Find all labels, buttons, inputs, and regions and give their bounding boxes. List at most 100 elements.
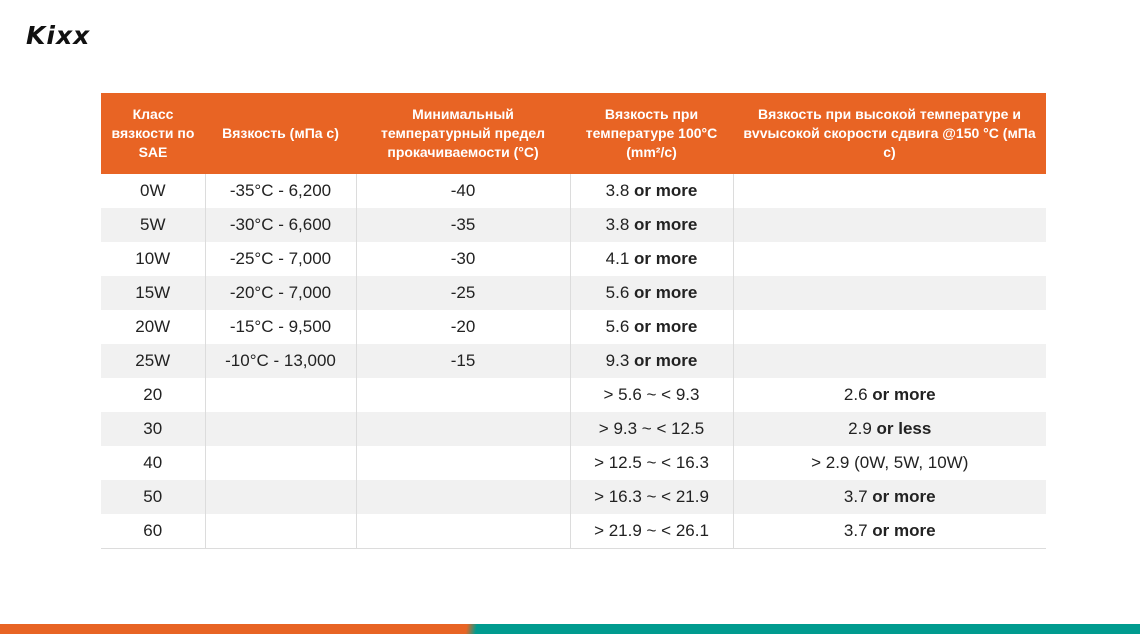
cell-hths — [733, 344, 1046, 378]
table-row: 60 > 21.9 ~ < 26.1 3.7 or more — [101, 514, 1046, 549]
cell-viscosity — [205, 378, 357, 412]
grade-value: 40 — [143, 453, 163, 472]
hths-value: 2.6 — [843, 385, 868, 404]
cell-hths — [733, 174, 1046, 208]
cell-hths — [733, 242, 1046, 276]
sae-viscosity-table: Класс вязкости по SAE Вязкость (мПа с) М… — [101, 93, 1046, 549]
viscosity-value: -30°C - 6,600 — [229, 215, 332, 234]
cell-grade: 40 — [101, 446, 206, 480]
v100-value: 3.8 — [605, 181, 630, 200]
cell-grade: 5W — [101, 208, 206, 242]
header-sae-grade: Класс вязкости по SAE — [101, 93, 205, 174]
hths-value: 2.9 — [848, 419, 872, 438]
cell-viscosity-100c: > 5.6 ~ < 9.3 — [570, 378, 734, 412]
viscosity-value: -25°C - 7,000 — [229, 249, 332, 268]
v100-value: > 9.3 ~ < 12.5 — [598, 419, 705, 438]
cell-grade: 15W — [101, 276, 206, 310]
viscosity-value: -35°C - 6,200 — [229, 181, 332, 200]
cell-viscosity-100c: 9.3 or more — [570, 344, 734, 378]
cell-hths: 2.6 or more — [733, 378, 1046, 412]
min-temp-value: -20 — [450, 317, 476, 336]
hths-suffix: or more — [872, 521, 936, 540]
v100-value: 3.8 — [605, 215, 630, 234]
cell-min-temp: -25 — [356, 276, 571, 310]
cell-hths: 2.9 or less — [733, 412, 1046, 446]
header-hths-viscosity: Вязкость при высокой температуре и вvvыс… — [733, 93, 1046, 174]
viscosity-value: -20°C - 7,000 — [229, 283, 332, 302]
cell-viscosity: -30°C - 6,600 — [205, 208, 357, 242]
cell-grade: 60 — [101, 514, 206, 549]
v100-value: > 12.5 ~ < 16.3 — [594, 453, 709, 472]
table-row: 20W -15°C - 9,500 -20 5.6 or more — [101, 310, 1046, 344]
cell-min-temp — [356, 412, 571, 446]
grade-value: 30 — [143, 419, 163, 438]
min-temp-value: -15 — [450, 351, 476, 370]
table-row: 0W -35°C - 6,200 -40 3.8 or more — [101, 174, 1046, 208]
cell-viscosity-100c: > 16.3 ~ < 21.9 — [570, 480, 734, 514]
min-temp-value: -40 — [450, 181, 476, 200]
cell-grade: 50 — [101, 480, 206, 514]
v100-value: > 21.9 ~ < 26.1 — [594, 521, 709, 540]
cell-min-temp: -20 — [356, 310, 571, 344]
cell-grade: 0W — [101, 174, 206, 208]
table-body: 0W -35°C - 6,200 -40 3.8 or more 5W -30°C - … — [101, 174, 1046, 549]
v100-suffix: or more — [634, 249, 698, 268]
min-temp-value: -35 — [450, 215, 476, 234]
cell-grade: 20 — [101, 378, 206, 412]
cell-viscosity-100c: 4.1 or more — [570, 242, 734, 276]
viscosity-value: -15°C - 9,500 — [229, 317, 332, 336]
table-row: 20 > 5.6 ~ < 9.3 2.6 or more — [101, 378, 1046, 412]
table-row: 10W -25°C - 7,000 -30 4.1 or more — [101, 242, 1046, 276]
cell-min-temp: -40 — [356, 174, 571, 208]
cell-viscosity: -20°C - 7,000 — [205, 276, 357, 310]
cell-hths — [733, 310, 1046, 344]
v100-suffix: or more — [634, 317, 698, 336]
hths-value: > 2.9 (0W, 5W, 10W) — [811, 453, 969, 472]
v100-suffix: or more — [634, 215, 698, 234]
cell-viscosity-100c: 3.8 or more — [570, 208, 734, 242]
v100-suffix: or more — [634, 351, 698, 370]
v100-value: > 5.6 ~ < 9.3 — [603, 385, 700, 404]
cell-min-temp — [356, 446, 571, 480]
cell-viscosity: -10°C - 13,000 — [205, 344, 357, 378]
grade-value: 50 — [143, 487, 163, 506]
cell-viscosity-100c: > 21.9 ~ < 26.1 — [570, 514, 734, 549]
cell-grade: 10W — [101, 242, 206, 276]
cell-hths — [733, 208, 1046, 242]
cell-min-temp — [356, 480, 571, 514]
cell-viscosity-100c: 5.6 or more — [570, 310, 734, 344]
v100-value: 4.1 — [605, 249, 630, 268]
min-temp-value: -25 — [450, 283, 476, 302]
cell-hths: 3.7 or more — [733, 514, 1046, 549]
table-header-row: Класс вязкости по SAE Вязкость (мПа с) М… — [101, 93, 1046, 174]
v100-value: 5.6 — [605, 317, 630, 336]
grade-value: 15W — [135, 283, 171, 302]
cell-hths: > 2.9 (0W, 5W, 10W) — [733, 446, 1046, 480]
cell-viscosity — [205, 480, 357, 514]
cell-viscosity-100c: 5.6 or more — [570, 276, 734, 310]
cell-min-temp — [356, 514, 571, 549]
table-row: 30 > 9.3 ~ < 12.5 2.9 or less — [101, 412, 1046, 446]
grade-value: 5W — [140, 215, 166, 234]
cell-viscosity-100c: > 9.3 ~ < 12.5 — [570, 412, 734, 446]
v100-suffix: or more — [634, 181, 698, 200]
cell-min-temp — [356, 378, 571, 412]
cell-viscosity: -25°C - 7,000 — [205, 242, 357, 276]
v100-value: 5.6 — [605, 283, 630, 302]
cell-min-temp: -15 — [356, 344, 571, 378]
cell-grade: 25W — [101, 344, 206, 378]
table-row: 50 > 16.3 ~ < 21.9 3.7 or more — [101, 480, 1046, 514]
cell-min-temp: -35 — [356, 208, 571, 242]
hths-suffix: or more — [872, 385, 936, 404]
hths-suffix: or more — [872, 487, 936, 506]
cell-viscosity: -15°C - 9,500 — [205, 310, 357, 344]
viscosity-value: -10°C - 13,000 — [225, 351, 336, 370]
hths-value: 3.7 — [843, 487, 868, 506]
header-viscosity: Вязкость (мПа с) — [205, 93, 356, 174]
grade-value: 25W — [135, 351, 171, 370]
v100-value: > 16.3 ~ < 21.9 — [594, 487, 709, 506]
cell-grade: 20W — [101, 310, 206, 344]
grade-value: 60 — [143, 521, 163, 540]
grade-value: 20 — [143, 385, 163, 404]
cell-grade: 30 — [101, 412, 206, 446]
